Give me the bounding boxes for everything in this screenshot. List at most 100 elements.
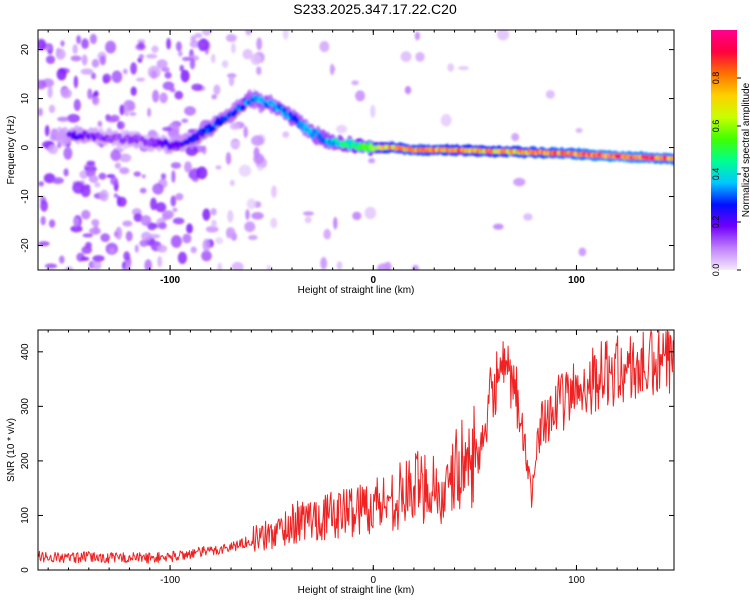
snr-x-axis: -100 0 100 [47,330,659,586]
y-tick-label: 100 [20,507,31,524]
noise-blob [92,259,102,270]
noise-blob [250,53,262,65]
noise-blob [174,90,184,100]
colorbar-gradient [711,30,737,270]
noise-blob [117,120,122,130]
noise-blob [179,64,185,72]
snr-y-axis: 0 100 200 300 400 [20,343,674,573]
noise-blob [70,55,82,62]
noise-blob [80,256,90,261]
noise-blob [497,30,510,41]
x-tick-label: 100 [568,275,585,286]
y-tick-label: -20 [20,238,31,253]
noise-blob [160,173,167,180]
noise-blob [122,220,133,227]
noise-blob [210,208,217,216]
noise-blob [245,30,252,36]
noise-blob [150,70,157,79]
noise-blob [243,126,248,138]
noise-blob [352,211,362,221]
noise-blob [336,124,348,134]
noise-blob [59,255,65,264]
ridge-core [310,133,316,139]
noise-blob [159,92,168,104]
noise-blob [364,206,377,220]
noise-blob [415,52,425,62]
ridge-core [271,101,276,107]
noise-blob [109,114,120,122]
noise-blob [63,168,69,177]
noise-blob [38,241,50,247]
noise-blob [162,81,175,91]
noise-blob [141,231,152,241]
noise-blob [72,44,78,55]
noise-blob [248,234,258,241]
colorbar-tick-label: 0.6 [711,120,721,133]
noise-blob [221,60,229,68]
noise-blob [119,104,125,116]
noise-blob [202,238,211,252]
noise-blob [133,213,143,222]
snr-x-label: Height of straight line (km) [298,585,415,596]
colorbar-ticks: 0.0 0.2 0.4 0.6 0.8 [711,72,741,276]
noise-blob [323,228,332,240]
noise-blob [141,174,146,179]
ridge-core [72,130,77,137]
snr-panel: -100 0 100 0 100 200 300 400 Height of straigh… [6,329,675,596]
noise-blob [336,261,343,270]
noise-blob [38,107,43,117]
noise-blob [163,214,173,220]
noise-blob [414,31,421,41]
noise-blob [148,234,161,239]
noise-blob [92,255,105,262]
noise-blob [144,259,152,270]
noise-blob [48,219,56,228]
noise-blob [38,79,47,90]
ridge-core [670,156,674,161]
noise-blob [113,193,118,199]
noise-blob [230,140,241,149]
noise-blob [213,84,221,96]
noise-blob [244,221,256,232]
noise-blob [76,35,81,45]
noise-blob [122,68,128,75]
noise-blob [231,261,244,270]
noise-blob [330,65,336,73]
y-tick-label: 20 [20,44,31,56]
noise-blob [38,181,45,187]
noise-blob [333,216,338,230]
noise-blob [44,263,58,269]
noise-blob [60,88,72,99]
noise-blob [150,197,157,211]
noise-blob [256,66,262,75]
noise-blob [85,167,96,178]
noise-blob [91,58,100,68]
noise-blob [190,246,197,254]
noise-blob [102,73,112,84]
noise-blob [180,69,190,83]
noise-blob [89,33,97,45]
colorbar: 0.0 0.2 0.4 0.6 0.8 Normalized spectral ampl… [711,30,750,276]
noise-blob [114,162,121,169]
figure-title: S233.2025.347.17.22.C20 [293,1,457,17]
noise-blob [172,217,185,225]
noise-blob [225,152,232,165]
noise-blob [123,251,131,261]
colorbar-label: Normalized spectral amplitude [741,82,750,217]
noise-blob [147,107,152,117]
noise-blob [319,41,330,53]
noise-blob [111,70,123,83]
noise-blob [116,195,121,207]
noise-blob [40,216,46,226]
noise-blob [184,106,196,116]
ridge-core [299,121,304,127]
spectrogram-y-axis: -20 -10 0 10 20 [20,44,674,253]
noise-blob [45,55,56,64]
noise-blob [63,147,73,160]
ridge-core [195,135,201,141]
noise-blob [226,227,236,239]
noise-blob [158,222,167,230]
snr-y-label: SNR (10 * v/v) [6,418,17,482]
ridge-core [117,133,122,139]
noise-blob [266,265,272,270]
